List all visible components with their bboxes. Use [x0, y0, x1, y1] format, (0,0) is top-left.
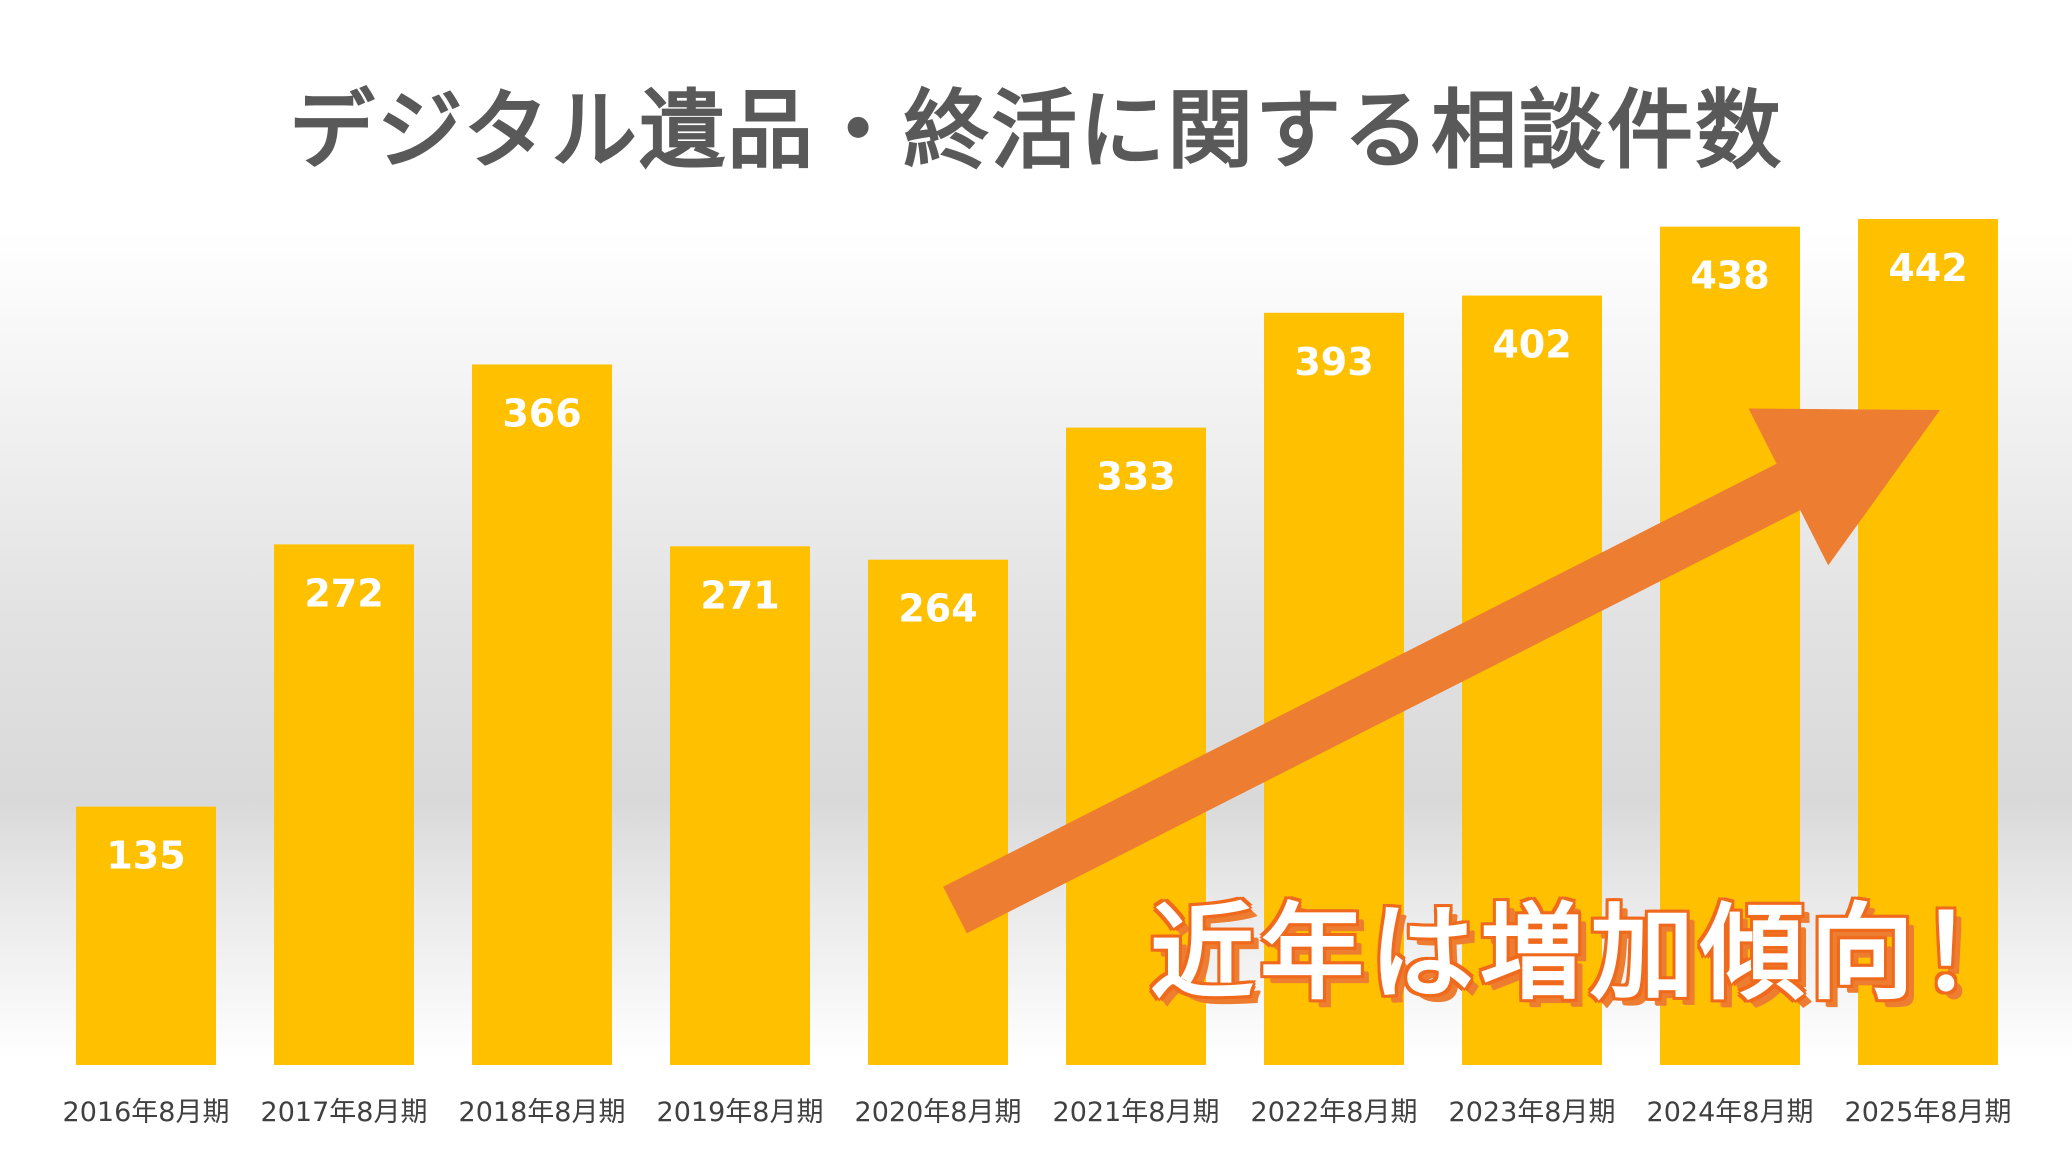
data-label: 135: [106, 834, 185, 878]
data-label: 438: [1690, 254, 1769, 298]
trend-arrow-group: [943, 408, 1940, 934]
bar-2021年8月期: [1066, 427, 1206, 1065]
trend-arrow-icon: [943, 408, 1940, 934]
x-tick-label: 2023年8月期: [1449, 1097, 1616, 1128]
data-labels-group: 135 272 366 271 264 333 393 402 438 442: [106, 246, 1967, 878]
bar-2019年8月期: [670, 546, 810, 1065]
bar-2024年8月期: [1660, 226, 1800, 1065]
x-tick-label: 2019年8月期: [657, 1097, 824, 1128]
x-tick-label: 2016年8月期: [63, 1097, 230, 1128]
x-tick-label: 2021年8月期: [1053, 1097, 1220, 1128]
data-label: 271: [700, 573, 779, 617]
x-tick-label: 2020年8月期: [855, 1097, 1022, 1128]
chart-title: デジタル遺品・終活に関する相談件数: [288, 81, 1784, 181]
data-label: 393: [1294, 340, 1373, 384]
bar-2016年8月期: [76, 806, 216, 1065]
x-axis-ticks-group: 2016年8月期 2017年8月期 2018年8月期 2019年8月期 2020年8月期…: [63, 1097, 2012, 1128]
bars-group: [76, 219, 1998, 1065]
data-label: 264: [898, 587, 977, 631]
bar-2017年8月期: [274, 544, 414, 1065]
data-label: 442: [1888, 246, 1967, 290]
x-tick-label: 2024年8月期: [1647, 1097, 1814, 1128]
data-label: 333: [1096, 455, 1175, 499]
data-label: 366: [502, 391, 581, 435]
data-label: 272: [304, 571, 383, 615]
data-label: 402: [1492, 323, 1571, 367]
x-tick-label: 2018年8月期: [459, 1097, 626, 1128]
x-tick-label: 2017年8月期: [261, 1097, 428, 1128]
bar-2025年8月期: [1858, 219, 1998, 1065]
bar-2020年8月期: [868, 559, 1008, 1065]
bar-2023年8月期: [1462, 295, 1602, 1065]
x-tick-label: 2022年8月期: [1251, 1097, 1418, 1128]
trend-callout: 近年は増加傾向！: [1150, 892, 2031, 1014]
bar-2018年8月期: [472, 364, 612, 1065]
x-tick-label: 2025年8月期: [1845, 1097, 2012, 1128]
